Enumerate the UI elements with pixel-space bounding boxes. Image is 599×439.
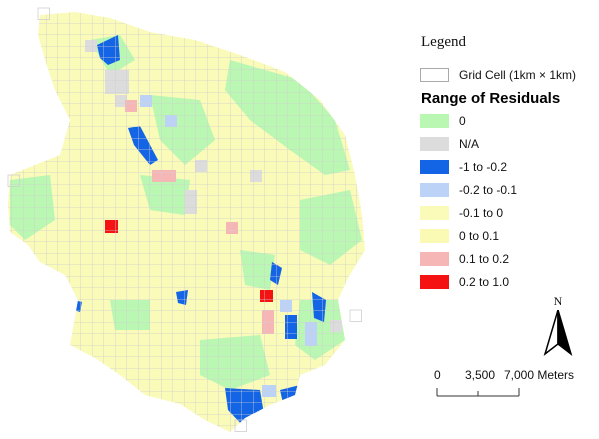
scale-bar-graphic	[436, 388, 520, 397]
legend-label: 0	[459, 114, 466, 128]
grid-cell-swatch	[420, 68, 449, 82]
legend-row-1: N/A	[420, 133, 598, 155]
legend-label: 0.2 to 1.0	[459, 275, 510, 289]
map-canvas	[7, 7, 365, 432]
legend-row-6: 0.1 to 0.2	[420, 248, 598, 270]
north-letter: N	[553, 294, 563, 308]
scale-label-0: 0	[434, 368, 441, 382]
residual-map	[7, 7, 365, 432]
legend-row-5: 0 to 0.1	[420, 225, 598, 247]
legend-label: 0.1 to 0.2	[459, 252, 510, 266]
legend-swatch	[420, 275, 449, 289]
scale-bar: 0 3,500 7,000 Meters	[425, 368, 599, 408]
legend-label: -0.1 to 0	[459, 206, 504, 220]
legend-swatch	[420, 206, 449, 220]
legend-swatch	[420, 252, 449, 266]
legend-row-0: 0	[420, 110, 598, 132]
legend-label: -1 to -0.2	[459, 160, 508, 174]
legend-swatch	[420, 114, 449, 128]
legend-class-list: 0 N/A -1 to -0.2 -0.2 to -0.1 -0.1 to 0 0 to …	[420, 110, 598, 293]
grid-overlay	[8, 12, 365, 432]
legend-row-2: -1 to -0.2	[420, 156, 598, 178]
legend-row-7: 0.2 to 1.0	[420, 271, 598, 293]
grid-cell-label: Grid Cell (1km × 1km)	[459, 68, 577, 82]
legend-label: -0.2 to -0.1	[459, 183, 518, 197]
legend-title: Legend	[421, 34, 466, 50]
legend-row-3: -0.2 to -0.1	[420, 179, 598, 201]
legend-label: 0 to 0.1	[459, 229, 500, 243]
legend-swatch	[420, 183, 449, 197]
outer-grid-cells	[7, 7, 362, 432]
scale-label-mid: 3,500	[465, 368, 496, 382]
legend-swatch	[420, 137, 449, 151]
legend-row-4: -0.1 to 0	[420, 202, 598, 224]
scale-label-end: 7,000 Meters	[504, 368, 575, 382]
north-arrow-icon	[543, 310, 573, 356]
north-arrow: N	[541, 294, 575, 356]
legend-swatch	[420, 160, 449, 174]
legend-swatch	[420, 229, 449, 243]
legend-label: N/A	[459, 137, 480, 151]
legend-grid-cell-row: Grid Cell (1km × 1km)	[420, 64, 598, 86]
legend: Legend Grid Cell (1km × 1km) Range of Re…	[420, 34, 598, 294]
range-title: Range of Residuals	[421, 90, 561, 107]
